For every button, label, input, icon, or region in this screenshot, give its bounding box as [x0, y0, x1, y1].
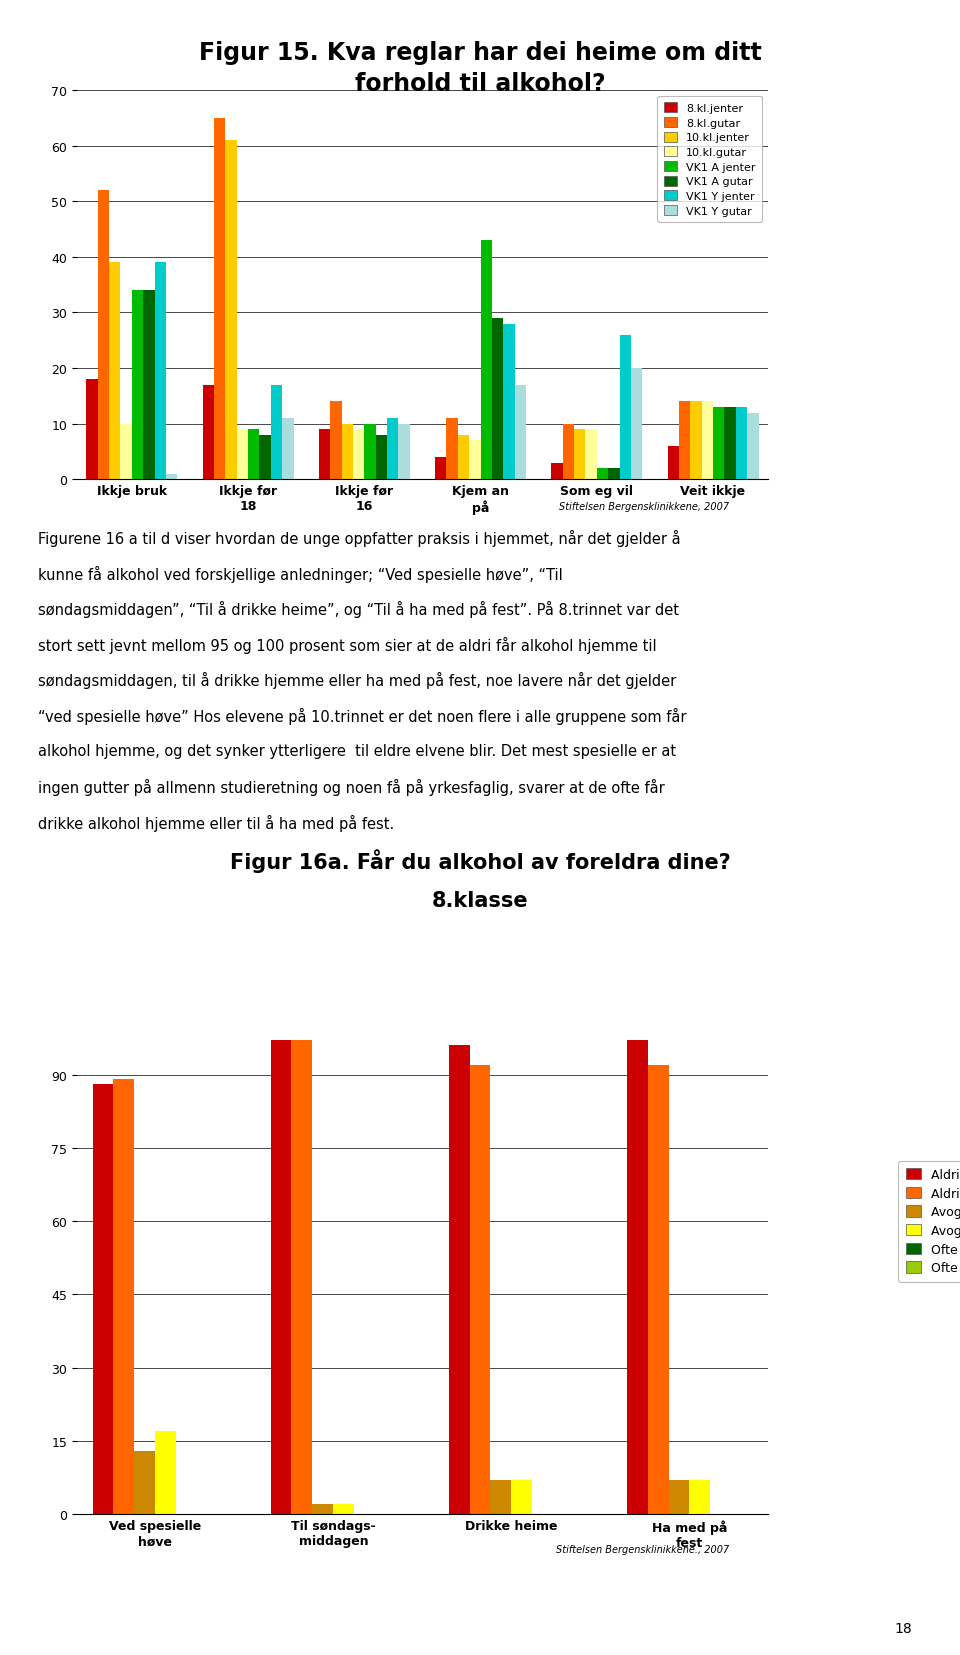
Bar	[166, 475, 178, 480]
Bar	[668, 1480, 689, 1514]
Bar	[120, 424, 132, 480]
Bar	[237, 430, 248, 480]
Bar	[282, 419, 294, 480]
Bar	[481, 242, 492, 480]
Bar	[713, 407, 725, 480]
Bar	[214, 119, 226, 480]
Text: Stiftelsen Bergensklinikkene., 2007: Stiftelsen Bergensklinikkene., 2007	[557, 1544, 730, 1554]
Bar	[690, 402, 702, 480]
Bar	[156, 1432, 177, 1514]
Bar	[375, 435, 387, 480]
Text: søndagsmiddagen”, “Til å drikke heime”, og “Til å ha med på fest”. På 8.trinnet : søndagsmiddagen”, “Til å drikke heime”, …	[38, 601, 680, 617]
Bar	[109, 263, 120, 480]
Bar	[702, 402, 713, 480]
Bar	[271, 386, 282, 480]
Bar	[631, 369, 642, 480]
Bar	[725, 407, 735, 480]
Bar	[353, 430, 364, 480]
Bar	[551, 463, 563, 480]
Text: Figurene 16 a til d viser hvordan de unge oppfatter praksis i hjemmet, når det g: Figurene 16 a til d viser hvordan de ung…	[38, 530, 681, 546]
Bar	[203, 386, 214, 480]
Bar	[667, 447, 679, 480]
Legend: Aldri jenter, Aldri gutar, AvogTil jenter, AvogTil gutar, Ofte jenter, Ofte guta: Aldri jenter, Aldri gutar, AvogTil jente…	[899, 1160, 960, 1283]
Bar	[747, 414, 758, 480]
Bar	[515, 386, 526, 480]
Bar	[435, 458, 446, 480]
Text: Stiftelsen Bergensklinikkene, 2007: Stiftelsen Bergensklinikkene, 2007	[560, 501, 730, 511]
Text: “ved spesielle høve” Hos elevene på 10.trinnet er det noen flere i alle gruppene: “ved spesielle høve” Hos elevene på 10.t…	[38, 708, 687, 725]
Bar	[292, 1041, 312, 1514]
Bar	[679, 402, 690, 480]
Bar	[155, 263, 166, 480]
Bar	[689, 1480, 710, 1514]
Bar	[98, 190, 109, 480]
Bar	[333, 1504, 354, 1514]
Text: 18: 18	[895, 1622, 912, 1635]
Bar	[86, 381, 98, 480]
Bar	[134, 1451, 156, 1514]
Bar	[503, 324, 515, 480]
Bar	[469, 442, 481, 480]
Bar	[92, 1084, 113, 1514]
Bar	[364, 424, 375, 480]
Bar	[491, 1480, 512, 1514]
Bar	[512, 1480, 533, 1514]
Bar	[398, 424, 410, 480]
Bar	[492, 319, 503, 480]
Bar	[132, 291, 143, 480]
Bar	[446, 419, 458, 480]
Text: drikke alkohol hjemme eller til å ha med på fest.: drikke alkohol hjemme eller til å ha med…	[38, 814, 395, 831]
Bar	[319, 430, 330, 480]
Text: ingen gutter på allmenn studieretning og noen få på yrkesfaglig, svarer at de of: ingen gutter på allmenn studieretning og…	[38, 778, 665, 796]
Bar	[259, 435, 271, 480]
Bar	[619, 336, 631, 480]
Bar	[342, 424, 353, 480]
Bar	[448, 1046, 469, 1514]
Text: alkohol hjemme, og det synker ytterligere  til eldre elvene blir. Det mest spesi: alkohol hjemme, og det synker ytterliger…	[38, 743, 677, 758]
Bar	[627, 1041, 648, 1514]
Text: 8.klasse: 8.klasse	[432, 890, 528, 910]
Bar	[648, 1066, 668, 1514]
Bar	[563, 424, 574, 480]
Bar	[312, 1504, 333, 1514]
Bar	[226, 141, 237, 480]
Bar	[113, 1079, 134, 1514]
Bar	[271, 1041, 292, 1514]
Legend: 8.kl.jenter, 8.kl.gutar, 10.kl.jenter, 10.kl.gutar, VK1 A jenter, VK1 A gutar, V: 8.kl.jenter, 8.kl.gutar, 10.kl.jenter, 1…	[658, 96, 762, 223]
Bar	[597, 468, 608, 480]
Text: Figur 15. Kva reglar har dei heime om ditt
forhold til alkohol?: Figur 15. Kva reglar har dei heime om di…	[199, 41, 761, 96]
Text: Figur 16a. Får du alkohol av foreldra dine?: Figur 16a. Får du alkohol av foreldra di…	[229, 849, 731, 872]
Bar	[469, 1066, 491, 1514]
Text: stort sett jevnt mellom 95 og 100 prosent som sier at de aldri får alkohol hjemm: stort sett jevnt mellom 95 og 100 prosen…	[38, 636, 657, 654]
Bar	[248, 430, 259, 480]
Bar	[735, 407, 747, 480]
Bar	[608, 468, 619, 480]
Bar	[387, 419, 398, 480]
Bar	[458, 435, 469, 480]
Text: søndagsmiddagen, til å drikke hjemme eller ha med på fest, noe lavere når det gj: søndagsmiddagen, til å drikke hjemme ell…	[38, 672, 677, 688]
Bar	[574, 430, 586, 480]
Bar	[330, 402, 342, 480]
Bar	[586, 430, 597, 480]
Text: kunne få alkohol ved forskjellige anledninger; “Ved spesielle høve”, “Til: kunne få alkohol ved forskjellige anledn…	[38, 566, 564, 583]
Bar	[143, 291, 155, 480]
